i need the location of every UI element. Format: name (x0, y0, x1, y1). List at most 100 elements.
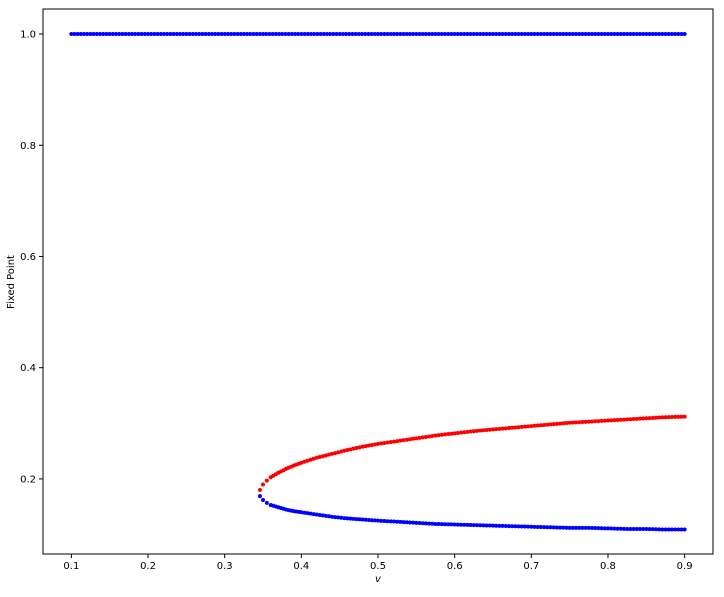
series-0-point (404, 32, 409, 37)
series-0-point (299, 32, 304, 37)
series-1-point (551, 525, 556, 530)
series-1-point (382, 519, 387, 523)
series-1-point (625, 526, 630, 531)
series-1-point (357, 517, 362, 522)
series-2-point (487, 427, 492, 432)
series-0-point (612, 32, 617, 37)
series-0-point (449, 32, 454, 37)
series-0-point (481, 32, 486, 37)
series-0-point (347, 32, 352, 37)
series-1-point (351, 516, 356, 521)
series-1-point (391, 519, 396, 524)
series-1-point (305, 511, 310, 516)
series-1-point (471, 523, 476, 528)
series-2-point (673, 414, 678, 419)
x-tick-label: 0.4 (293, 561, 309, 572)
series-0-point (628, 32, 633, 37)
series-0-point (331, 32, 336, 37)
series-2-point (516, 425, 521, 430)
series-2-point (348, 447, 353, 452)
series-1-point (348, 516, 353, 521)
series-0-point (558, 32, 563, 37)
series-0-point (478, 32, 483, 37)
series-1-point (637, 526, 642, 531)
series-0-point (599, 32, 604, 37)
series-0-point (586, 32, 591, 37)
series-0-point (436, 32, 441, 37)
series-1-point (548, 525, 553, 530)
series-2-point (452, 431, 457, 436)
series-1-point (679, 527, 684, 532)
series-0-point (500, 32, 505, 37)
series-2-point (449, 431, 454, 436)
series-1-point (653, 527, 658, 532)
x-axis-label: v (375, 574, 382, 585)
series-2-point (676, 414, 681, 419)
series-2-point (369, 443, 374, 447)
series-2-point (529, 424, 534, 429)
series-1-point (261, 498, 266, 503)
series-1-point (446, 522, 451, 527)
series-0-point (590, 32, 595, 37)
series-0-point (593, 32, 598, 37)
series-2-point (357, 445, 362, 450)
series-1-point (443, 522, 448, 527)
series-2-point (257, 488, 262, 493)
series-0-point (459, 32, 464, 37)
series-2-point (538, 423, 543, 428)
series-0-point (251, 32, 256, 37)
series-0-point (104, 32, 109, 37)
series-1-point (449, 522, 454, 527)
series-0-point (679, 32, 684, 37)
series-2-point (314, 455, 319, 460)
series-0-point (513, 32, 518, 37)
series-0-point (494, 32, 499, 37)
series-0-point (609, 32, 614, 37)
series-2-point (420, 435, 425, 440)
series-2-point (317, 455, 322, 460)
series-2-point (385, 440, 390, 445)
series-0-point (439, 32, 444, 37)
series-2-point (657, 415, 662, 420)
series-2-point (299, 460, 304, 465)
series-0-point (625, 32, 630, 37)
series-2-point (519, 424, 524, 429)
series-0-point (641, 32, 646, 37)
series-0-point (123, 32, 128, 37)
series-2-point (570, 420, 575, 425)
series-1-point (519, 524, 524, 529)
series-0-point (292, 32, 297, 37)
y-axis-label: Fixed Point (6, 255, 17, 309)
series-2-point (342, 448, 347, 453)
series-2-point (372, 442, 377, 447)
series-0-point (289, 32, 294, 37)
series-0-point (487, 32, 492, 37)
series-0-point (264, 32, 269, 37)
series-0-point (152, 32, 157, 37)
series-0-point (561, 32, 566, 37)
x-tick-label: 0.9 (677, 561, 693, 572)
series-0-point (519, 32, 524, 37)
series-1-point (567, 525, 572, 530)
series-1-point (339, 515, 344, 520)
series-2-point (558, 421, 563, 426)
series-1-point (423, 521, 428, 526)
series-2-point (401, 438, 406, 443)
series-0-point (577, 32, 582, 37)
series-0-point (235, 32, 240, 37)
series-2-point (379, 441, 384, 446)
series-1-point (363, 517, 368, 522)
series-2-point (615, 417, 620, 422)
data-points (69, 32, 687, 532)
series-0-point (110, 32, 115, 37)
series-0-point (631, 32, 636, 37)
series-2-point (326, 452, 331, 457)
x-tick-label: 0.6 (447, 561, 463, 572)
series-0-point (427, 32, 432, 37)
series-1-point (490, 523, 495, 528)
series-0-point (216, 32, 221, 37)
series-1-point (554, 525, 559, 530)
series-0-point (280, 32, 285, 37)
series-1-point (503, 524, 508, 529)
series-2-point (484, 427, 489, 432)
